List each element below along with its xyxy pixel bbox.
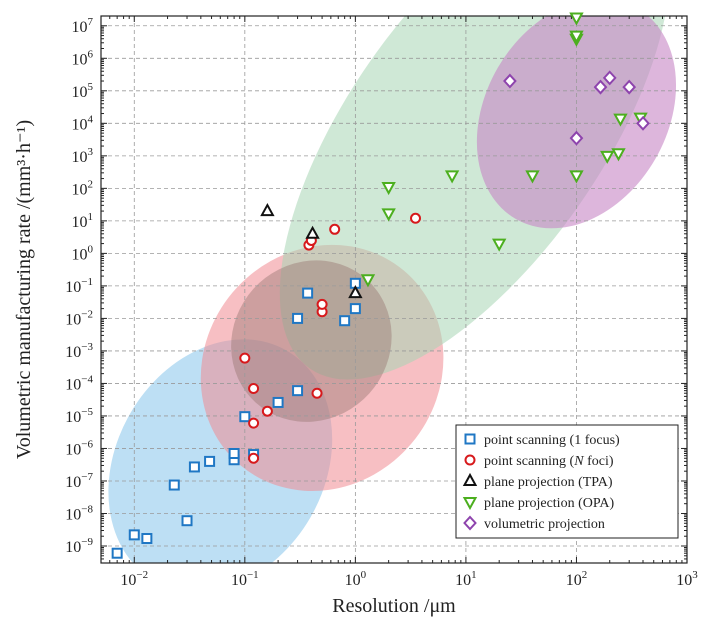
y-tick-label: 103 [72,146,94,166]
y-tick-label: 10−6 [65,438,93,458]
y-tick-label: 101 [72,211,94,231]
tick-layer: 10−2 10−1 100 101 102 103 10−9 10−8 10−7 10−6 10−5… [65,15,698,589]
legend: point scanning (1 focus) point scanning (… [455,424,679,539]
legend-marker [462,497,478,511]
point-scanning-1-focus-point [349,303,361,315]
plane-projection-opa-point [569,30,584,44]
plane-projection-opa-point [600,150,615,164]
plane-projection-opa-point [569,12,584,26]
point-scanning-n-foci-point [311,387,323,399]
plane-projection-opa-point [444,170,460,184]
point-scanning-n-foci-point [261,405,273,417]
x-tick-label: 100 [345,569,367,589]
volumetric-projection-point [636,115,650,131]
point-scanning-1-focus-point [141,533,153,545]
plane-projection-tpa-point [305,225,320,239]
legend-box [455,424,679,539]
points-layer [111,12,650,559]
y-axis-title: Volumetric manufacturing rate /(mm³·h⁻¹) [13,120,35,459]
point-scanning-n-foci-point [239,352,251,364]
legend-label: point scanning (N foci) [484,454,614,469]
point-scanning-n-foci-point [248,382,260,394]
y-tick-label: 102 [72,178,94,198]
point-scanning-1-focus-point [204,455,216,467]
point-scanning-1-focus-point [228,447,240,459]
plane-projection-region [279,16,670,380]
y-tick-label: 10−8 [65,503,93,523]
y-tick-label: 10−7 [65,471,93,491]
volumetric-projection-point [622,79,637,95]
point-scanning-1-focus-point [168,479,180,491]
point-scanning-1-focus-point [188,461,200,473]
y-tick-label: 10−3 [65,341,93,361]
y-tick-label: 10−4 [65,373,93,393]
x-tick-label: 102 [566,569,588,589]
volumetric-projection-point [602,70,617,86]
plane-projection-opa-point [569,170,584,184]
point-scanning-1-focus-point [128,529,140,541]
legend-marker [463,515,477,531]
plane-projection-tpa-point [260,203,275,217]
point-scanning-1-focus-point [292,312,304,324]
legend-label: volumetric projection [484,517,605,532]
plane-projection-tpa-point [348,285,363,299]
legend-marker [464,454,476,466]
legend-marker [462,472,478,486]
point-scanning-1-focus-point [292,385,304,397]
y-tick-label: 105 [72,81,94,101]
x-tick-label: 10−2 [120,569,148,589]
point-scanning-1-focus-point [339,315,351,327]
point-scanning-1-focus-point [272,396,284,408]
plane-projection-opa-point [613,113,628,127]
point-scanning-1-focus-point [181,515,193,527]
point-scanning-n-foci-point [248,452,260,464]
point-scanning-n-foci-point [329,223,341,235]
volumetric-projection-point [503,73,517,89]
y-tick-label: 104 [72,113,94,133]
point-scanning-1-focus-point [302,287,314,299]
volumetric-projection-point [569,130,584,146]
x-tick-label: 103 [676,569,698,589]
x-tick-label: 10−1 [231,569,259,589]
plane-projection-opa-point [381,208,396,222]
legend-label: point scanning (1 focus) [484,433,620,448]
y-tick-label: 10−1 [65,276,93,296]
point-scanning-1-focus-point [239,411,251,423]
point-scanning-1-focus-point [111,547,123,559]
plane-projection-opa-point [491,238,507,252]
y-tick-label: 10−2 [65,308,93,328]
point-scanning-n-foci-point [248,417,260,429]
plane-projection-opa-point [611,148,626,162]
legend-label: plane projection (TPA) [484,475,613,490]
overlap-region [231,260,392,422]
y-tick-label: 107 [72,16,94,36]
legend-marker [464,433,476,445]
plane-projection-opa-point [525,170,540,184]
y-tick-label: 10−5 [65,406,93,426]
plane-projection-opa-point [360,274,376,288]
legend-label: plane projection (OPA) [484,496,614,511]
volumetric-projection-point [593,79,608,95]
point-scanning-n-foci-point [316,298,328,310]
x-tick-label: 101 [455,569,477,589]
plane-projection-opa-point [381,182,396,196]
y-tick-label: 10−9 [65,536,93,556]
y-tick-label: 106 [72,48,94,68]
x-axis-title: Resolution /μm [332,595,456,617]
point-scanning-n-foci-point [410,212,422,224]
y-tick-label: 100 [72,243,94,263]
